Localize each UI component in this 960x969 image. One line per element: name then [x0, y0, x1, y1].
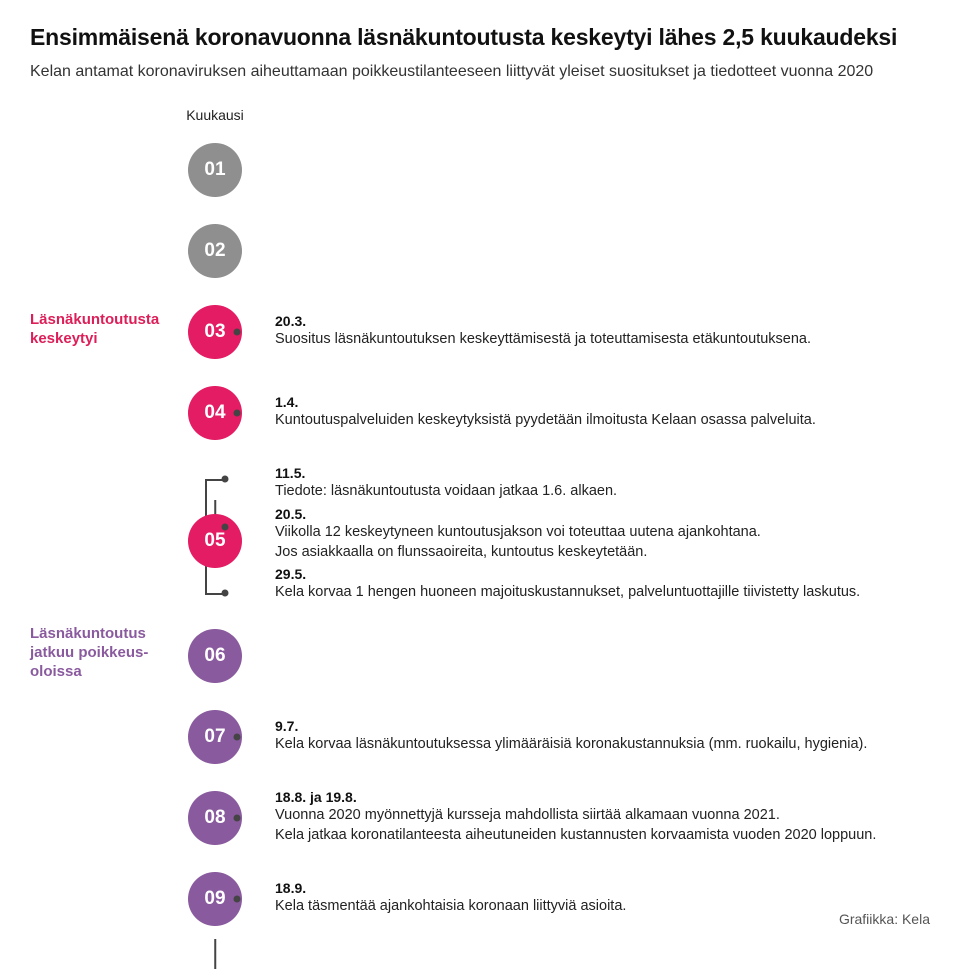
timeline-row: 0918.9.Kela täsmentää ajankohtaisia koro…: [30, 858, 930, 939]
event-date: 1.4.: [275, 394, 930, 410]
events-col: 1.4.Kuntoutuspalveluiden keskeytyksistä …: [245, 390, 930, 435]
timeline: 01 02 Läsnäkuntoutusta keskeytyi0320.3.Suo…: [30, 129, 930, 969]
timeline-row: Läsnäkuntoutus jatkuu poikkeus­oloissa 06: [30, 615, 930, 696]
timeline-row: 041.4.Kuntoutuspalveluiden keskeytyksist…: [30, 372, 930, 453]
timeline-row: 05 11.5.Tiedote: läsnäkuntoutusta voidaan…: [30, 453, 930, 615]
event-date: 29.5.: [275, 566, 930, 582]
event: 20.3.Suositus läsnäkuntoutuksen keskeytt…: [275, 313, 930, 350]
event-date: 18.8. ja 19.8.: [275, 789, 930, 805]
event-text: Kela korvaa 1 hengen huoneen majoituskus…: [275, 583, 930, 603]
event-text: Kuntoutuspalveluiden keskeytyksistä pyyd…: [275, 411, 930, 431]
events-col: 20.3.Suositus läsnäkuntoutuksen keskeytt…: [245, 309, 930, 354]
timeline-row: 079.7.Kela korvaa läsnäkuntoutuksessa yl…: [30, 696, 930, 777]
event: 11.5.Tiedote: läsnäkuntoutusta voidaan j…: [275, 465, 930, 502]
month-node: 05: [188, 514, 242, 568]
event-text: Viikolla 12 keskeytyneen kuntoutusjakson…: [275, 523, 930, 562]
timeline-row: 0818.8. ja 19.8.Vuonna 2020 myönnettyjä …: [30, 777, 930, 858]
event-date: 20.5.: [275, 506, 930, 522]
phase-label-interrupted: Läsnäkuntoutusta keskeytyi: [30, 311, 165, 349]
event: 1.4.Kuntoutuspalveluiden keskeytyksistä …: [275, 394, 930, 431]
events-col: 11.5.Tiedote: läsnäkuntoutusta voidaan j…: [245, 461, 930, 606]
events-col: 18.9.Kela täsmentää ajankohtaisia korona…: [245, 876, 930, 921]
event-text: Kela täsmentää ajankohtaisia koronaan li…: [275, 897, 930, 917]
events-col: 18.8. ja 19.8.Vuonna 2020 myönnettyjä ku…: [245, 785, 930, 849]
timeline-row: 01: [30, 129, 930, 210]
event: 18.8. ja 19.8.Vuonna 2020 myönnettyjä ku…: [275, 789, 930, 845]
event-text: Tiedote: läsnäkuntoutusta voidaan jatkaa…: [275, 482, 930, 502]
event-date: 11.5.: [275, 465, 930, 481]
month-node: 02: [188, 224, 242, 278]
event-text: Suositus läsnäkuntoutuksen keskeyttämise…: [275, 330, 930, 350]
event: 18.9.Kela täsmentää ajankohtaisia korona…: [275, 880, 930, 917]
event-text: Kela korvaa läsnäkuntoutuksessa ylimäärä…: [275, 735, 930, 755]
events-col: 9.7.Kela korvaa läsnäkuntoutuksessa ylim…: [245, 714, 930, 759]
event-text: Vuonna 2020 myönnettyjä kursseja mahdoll…: [275, 806, 930, 845]
event: 20.5.Viikolla 12 keskeytyneen kuntoutusj…: [275, 506, 930, 562]
page-title: Ensimmäisenä koronavuonna läsnäkuntoutus…: [30, 24, 930, 51]
event-date: 20.3.: [275, 313, 930, 329]
credit: Grafiikka: Kela: [839, 911, 930, 927]
event: 29.5.Kela korvaa 1 hengen huoneen majoit…: [275, 566, 930, 603]
month-node: 01: [188, 143, 242, 197]
month-node: 06: [188, 629, 242, 683]
page-subtitle: Kelan antamat koronaviruksen aiheuttamaa…: [30, 63, 930, 81]
timeline-row: Läsnäkuntoutusta keskeytyi0320.3.Suositu…: [30, 291, 930, 372]
event: 9.7.Kela korvaa läsnäkuntoutuksessa ylim…: [275, 718, 930, 755]
axis-label: Kuukausi: [185, 107, 245, 123]
phase-label-continues: Läsnäkuntoutus jatkuu poikkeus­oloissa: [30, 625, 165, 681]
timeline-row: 02: [30, 210, 930, 291]
event-date: 9.7.: [275, 718, 930, 734]
event-date: 18.9.: [275, 880, 930, 896]
